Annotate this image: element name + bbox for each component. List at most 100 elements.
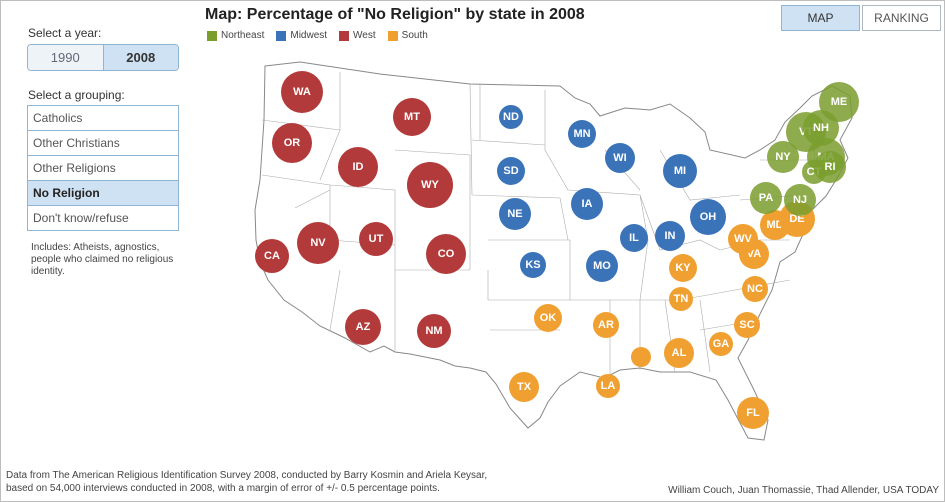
state-label: DE [789, 213, 804, 225]
state-label: NE [507, 208, 522, 220]
state-dot [338, 147, 378, 187]
state-label: OK [540, 312, 557, 324]
state-label: ND [503, 111, 519, 123]
state-label: MO [593, 260, 611, 272]
state-dot [655, 221, 685, 251]
grouping-other-christians[interactable]: Other Christians [28, 131, 178, 156]
legend-midwest: Midwest [276, 30, 327, 41]
grouping-note: Includes: Atheists, agnostics, people wh… [31, 242, 174, 277]
state-label: NV [310, 237, 326, 249]
state-circle-wa[interactable]: WA [281, 71, 323, 113]
state-circle-ny[interactable]: NY [767, 141, 799, 173]
state-circle-tn[interactable]: TN [669, 287, 693, 311]
state-label: SC [739, 319, 754, 331]
state-dot [819, 82, 859, 122]
state-circle-ky[interactable]: KY [669, 254, 697, 282]
state-dot [728, 224, 758, 254]
state-circle-ca[interactable]: CA [255, 239, 289, 273]
state-circle-il[interactable]: IL [620, 224, 648, 252]
grouping-catholics[interactable]: Catholics [28, 106, 178, 131]
year-1990-button[interactable]: 1990 [28, 45, 103, 70]
state-dot [281, 71, 323, 113]
grouping-no-religion[interactable]: No Religion [28, 181, 178, 206]
map-view-button[interactable]: MAP [781, 5, 860, 31]
state-circle-mi[interactable]: MI [663, 154, 697, 188]
state-circle-nv[interactable]: NV [297, 222, 339, 264]
state-dot [520, 252, 546, 278]
state-label: NJ [793, 194, 807, 206]
state-circle-id[interactable]: ID [338, 147, 378, 187]
year-toggle[interactable]: 1990 2008 [27, 44, 179, 71]
state-label: WA [293, 86, 311, 98]
state-dot [407, 162, 453, 208]
state-circle-ok[interactable]: OK [534, 304, 562, 332]
state-circle-co[interactable]: CO [426, 234, 466, 274]
state-dot [497, 157, 525, 185]
state-circle-al[interactable]: AL [664, 338, 694, 368]
state-circle-me[interactable]: ME [819, 82, 859, 122]
state-circle-fl[interactable]: FL [737, 397, 769, 429]
state-circle-ia[interactable]: IA [571, 188, 603, 220]
state-dot [734, 312, 760, 338]
state-dot [417, 314, 451, 348]
state-circle-la[interactable]: LA [596, 374, 620, 398]
state-dot [737, 397, 769, 429]
state-dot [663, 154, 697, 188]
grouping-other-religions[interactable]: Other Religions [28, 156, 178, 181]
state-label: WY [421, 179, 439, 191]
state-circle-ar[interactable]: AR [593, 312, 619, 338]
state-circle-wv[interactable]: WV [728, 224, 758, 254]
state-circle-ga[interactable]: GA [709, 332, 733, 356]
state-circle-tx[interactable]: TX [509, 372, 539, 402]
state-circle-sd[interactable]: SD [497, 157, 525, 185]
legend-south: South [387, 30, 428, 41]
state-circle-sc[interactable]: SC [734, 312, 760, 338]
state-dot [345, 309, 381, 345]
state-circle-mn[interactable]: MN [568, 120, 596, 148]
state-label: IL [629, 232, 639, 244]
state-label: TN [674, 293, 689, 305]
state-label: KS [525, 259, 540, 271]
state-circle-wy[interactable]: WY [407, 162, 453, 208]
year-2008-button[interactable]: 2008 [102, 45, 178, 70]
state-label: SD [503, 165, 518, 177]
state-circle-ne[interactable]: NE [499, 198, 531, 230]
state-dot [690, 199, 726, 235]
state-label: MT [404, 111, 420, 123]
state-dot [620, 224, 648, 252]
state-dot [669, 254, 697, 282]
state-dot [767, 141, 799, 173]
state-circle-az[interactable]: AZ [345, 309, 381, 345]
ranking-view-button[interactable]: RANKING [862, 5, 941, 31]
state-dot [272, 123, 312, 163]
state-circle-nm[interactable]: NM [417, 314, 451, 348]
state-label: OR [284, 137, 301, 149]
state-circle-mo[interactable]: MO [586, 250, 618, 282]
state-label: WI [613, 152, 626, 164]
state-circle-ut[interactable]: UT [359, 222, 393, 256]
grouping-dont-know[interactable]: Don't know/refuse [28, 206, 178, 230]
state-circle-ri[interactable]: RI [814, 151, 846, 183]
state-label: IN [665, 230, 676, 242]
state-circles: WA OR CA ID NV MT WY UT CO AZ NM ND SD NE KS MN IA MO WI IL… [255, 71, 859, 429]
source-line-2: based on 54,000 interviews conducted in … [6, 483, 440, 494]
state-circle-nd[interactable]: ND [499, 105, 523, 129]
state-dot [509, 372, 539, 402]
state-circle-pa[interactable]: PA [750, 182, 782, 214]
state-label: NM [425, 325, 442, 337]
state-circle-nc[interactable]: NC [742, 276, 768, 302]
state-dot [784, 184, 816, 216]
state-circle-ks[interactable]: KS [520, 252, 546, 278]
state-circle-unlabeled[interactable] [631, 347, 651, 367]
legend-swatch [276, 30, 287, 41]
state-dot [669, 287, 693, 311]
state-label: ID [353, 161, 364, 173]
state-circle-in[interactable]: IN [655, 221, 685, 251]
state-label: CO [438, 248, 455, 260]
state-circle-nj[interactable]: NJ [784, 184, 816, 216]
state-circle-oh[interactable]: OH [690, 199, 726, 235]
state-circle-mt[interactable]: MT [393, 98, 431, 136]
state-circle-wi[interactable]: WI [605, 143, 635, 173]
state-circle-or[interactable]: OR [272, 123, 312, 163]
state-dot [571, 188, 603, 220]
